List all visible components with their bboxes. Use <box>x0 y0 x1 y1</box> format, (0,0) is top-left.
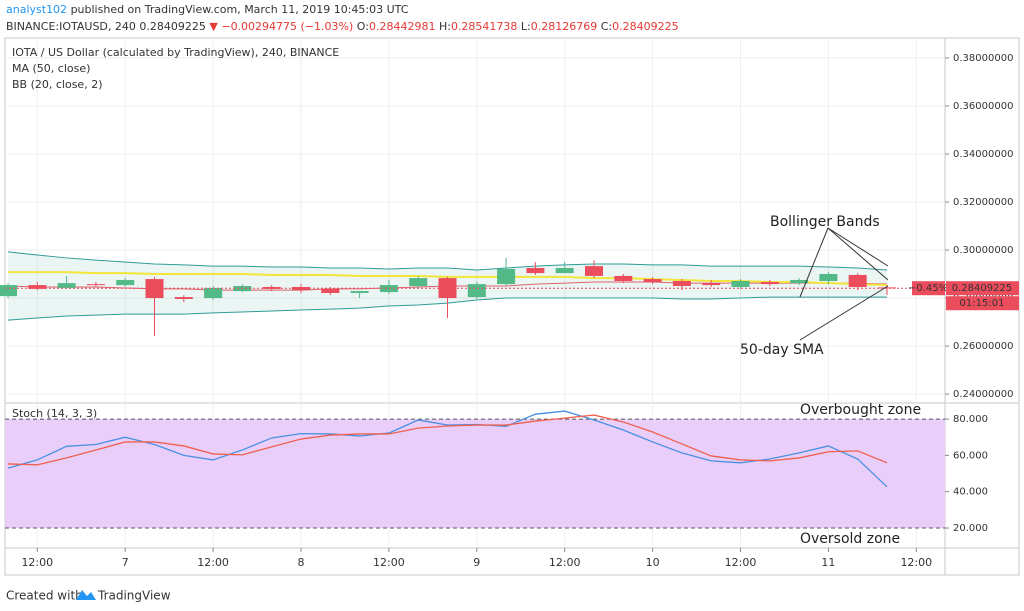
x-tick-label: 10 <box>646 556 660 569</box>
band-upper <box>7 251 888 271</box>
footer-text: Created with <box>6 589 83 603</box>
chart-title: IOTA / US Dollar (calculated by TradingV… <box>12 46 339 59</box>
y-tick-label: 0.26000000 <box>953 341 1013 352</box>
candle-body <box>760 281 779 285</box>
candle-body <box>86 284 105 286</box>
ohlc-label: L: <box>521 20 531 33</box>
symbol-line: BINANCE:IOTAUSD, 240 0.28409225 ▼ −0.002… <box>6 20 679 33</box>
y-tick-label: 0.36000000 <box>953 101 1013 112</box>
x-tick-label: 8 <box>298 556 305 569</box>
indicator-title: Stoch (14, 3, 3) <box>12 407 97 420</box>
last-price: 0.28409225 <box>139 20 205 33</box>
annotation: Oversold zone <box>800 531 900 547</box>
candle-body <box>672 280 691 287</box>
x-tick-label: 12:00 <box>197 556 229 569</box>
change-tag <box>912 281 945 296</box>
y-tick-label: 0.34000000 <box>953 149 1013 160</box>
x-tick-label: 12:00 <box>725 556 757 569</box>
candle-body <box>614 275 633 281</box>
x-tick-label: 11 <box>821 556 835 569</box>
candle-body <box>497 268 516 285</box>
x-tick-label: 9 <box>473 556 480 569</box>
annotation: 50-day SMA <box>740 342 824 358</box>
candle-body <box>819 274 838 281</box>
x-tick-label: 12:00 <box>900 556 932 569</box>
candle-body <box>878 287 896 289</box>
y-tick-label: 60.000 <box>953 450 988 461</box>
candle-body <box>848 274 867 287</box>
ohlc-value: 0.28126769 <box>531 20 597 33</box>
candle-body <box>262 286 281 289</box>
price-tag-text: 0.28409225 <box>952 283 1012 294</box>
candle-body <box>526 268 545 274</box>
ohlc-value: 0.28442981 <box>369 20 435 33</box>
x-tick-label: 12:00 <box>373 556 405 569</box>
price-tag <box>946 281 1019 296</box>
candle-body <box>467 284 486 298</box>
candle-body <box>28 285 47 289</box>
candle-body <box>0 285 17 297</box>
candle-body <box>116 280 135 286</box>
candle-body <box>555 268 574 274</box>
candle-body <box>438 278 457 299</box>
candle-body <box>790 280 809 284</box>
candle-body <box>409 278 428 287</box>
countdown-text: 01:15:01 <box>960 298 1005 309</box>
legend-entry: MA (50, close) <box>12 62 90 75</box>
candle-body <box>204 287 223 299</box>
x-tick-label: 12:00 <box>549 556 581 569</box>
candle-body <box>174 297 193 299</box>
candle-body <box>379 285 398 293</box>
y-tick-label: 80.000 <box>953 414 988 425</box>
candle-body <box>585 266 603 276</box>
candle-body <box>350 291 369 293</box>
candle-body <box>731 280 750 287</box>
arrow <box>799 285 889 341</box>
author[interactable]: analyst102 <box>6 3 67 16</box>
ohlc-label: O: <box>357 20 369 33</box>
ohlc-value: 0.28409225 <box>612 20 678 33</box>
candle-body <box>643 279 662 282</box>
ohlc-label: C: <box>601 20 612 33</box>
header-line: analyst102 published on TradingView.com,… <box>6 3 409 16</box>
legend-entry: BB (20, close, 2) <box>12 78 103 91</box>
y-tick-label: 0.38000000 <box>953 53 1013 64</box>
change-tag-text: −0.45% <box>908 283 948 294</box>
y-tick-label: 0.32000000 <box>953 197 1013 208</box>
candle-body <box>321 288 340 293</box>
candle-body <box>702 283 721 286</box>
y-tick-label: 20.000 <box>953 523 988 534</box>
change: ▼ −0.00294775 (−1.03%) <box>209 20 353 33</box>
brand-logo <box>76 590 96 600</box>
annotation: Overbought zone <box>800 402 921 418</box>
y-tick-label: 0.24000000 <box>953 389 1013 400</box>
symbol: BINANCE:IOTAUSD, 240 <box>6 20 136 33</box>
x-tick-label: 12:00 <box>21 556 53 569</box>
stoch-line <box>7 414 888 466</box>
overlay-layer: IOTA / US Dollar (calculated by TradingV… <box>6 46 1019 603</box>
arrow <box>827 227 889 281</box>
ohlc-value: 0.28541738 <box>451 20 517 33</box>
ohlc-label: H: <box>439 20 451 33</box>
annotation: Bollinger Bands <box>770 214 880 230</box>
stoch-line <box>7 410 888 488</box>
zone-band <box>5 419 945 529</box>
x-tick-label: 7 <box>122 556 129 569</box>
candle-body <box>57 283 76 288</box>
annotation-arrows <box>799 227 889 341</box>
arrow <box>827 227 889 267</box>
published: published on TradingView.com, March 11, … <box>71 3 409 16</box>
y-tick-label: 40.000 <box>953 487 988 498</box>
y-tick-label: 0.30000000 <box>953 245 1013 256</box>
brand[interactable]: TradingView <box>97 589 171 603</box>
countdown-tag <box>946 296 1019 311</box>
arrow <box>799 227 829 298</box>
